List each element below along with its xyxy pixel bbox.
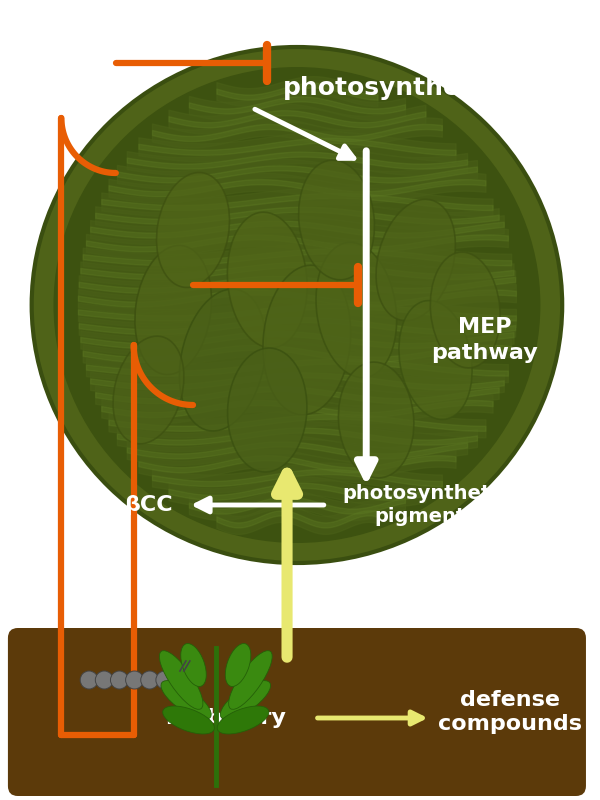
Text: ROS: ROS <box>301 578 353 598</box>
Circle shape <box>110 671 128 689</box>
Ellipse shape <box>229 650 272 710</box>
Ellipse shape <box>227 212 307 348</box>
FancyBboxPatch shape <box>8 628 586 796</box>
Ellipse shape <box>376 199 455 321</box>
Text: herbivory: herbivory <box>165 708 286 728</box>
Ellipse shape <box>227 348 307 472</box>
Ellipse shape <box>299 160 374 280</box>
Text: βCC: βCC <box>124 495 173 515</box>
Text: photosynthetic
pigments: photosynthetic pigments <box>343 484 509 526</box>
Ellipse shape <box>135 246 212 374</box>
Ellipse shape <box>263 265 351 415</box>
Ellipse shape <box>225 643 251 686</box>
Ellipse shape <box>163 706 214 734</box>
Circle shape <box>80 671 98 689</box>
Ellipse shape <box>220 681 271 719</box>
Ellipse shape <box>181 643 206 686</box>
Ellipse shape <box>430 252 500 368</box>
Circle shape <box>156 671 174 689</box>
Ellipse shape <box>399 301 472 419</box>
Text: photosynthesis: photosynthesis <box>283 76 499 100</box>
Circle shape <box>125 671 143 689</box>
Text: MEP
pathway: MEP pathway <box>431 317 538 363</box>
Ellipse shape <box>157 173 229 287</box>
Circle shape <box>95 671 113 689</box>
Ellipse shape <box>338 362 414 478</box>
Ellipse shape <box>32 47 562 563</box>
Circle shape <box>171 671 189 689</box>
Ellipse shape <box>217 706 269 734</box>
Text: defense
compounds: defense compounds <box>438 690 582 734</box>
Ellipse shape <box>53 67 541 543</box>
Ellipse shape <box>179 289 266 431</box>
Circle shape <box>141 671 158 689</box>
Ellipse shape <box>160 650 203 710</box>
Ellipse shape <box>161 681 211 719</box>
Ellipse shape <box>316 242 397 378</box>
Ellipse shape <box>113 336 184 444</box>
